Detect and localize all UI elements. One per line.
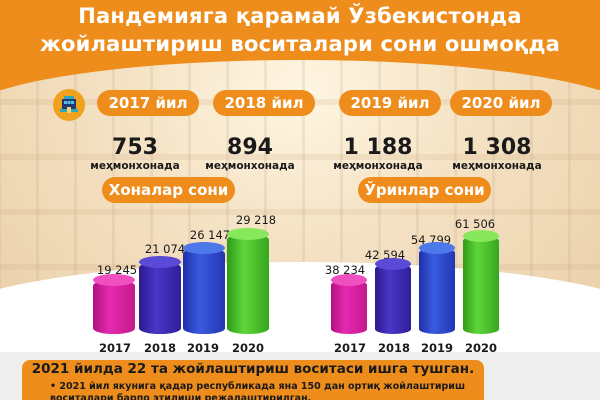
year-pill-2018: 2018 йил [213, 90, 315, 116]
year-pill-2019: 2019 йил [339, 90, 441, 116]
bar-2017 [331, 274, 367, 334]
bar-2017 [93, 274, 135, 334]
hotel-count-2018: 894 [227, 135, 273, 160]
x-label: 2018 [143, 341, 176, 355]
title-line-1: Пандемияга қарамай Ўзбекистонда [78, 4, 522, 28]
bar-2020 [227, 228, 269, 334]
footer-text: • 2021 йил якунига қадар республикада ян… [50, 381, 466, 400]
bar-value: 29 218 [235, 213, 277, 227]
hotel-unit-2020: меҳмонхонада [452, 160, 542, 172]
hotel-building-icon [53, 89, 85, 121]
x-label: 2020 [464, 341, 497, 355]
x-label: 2017 [98, 341, 131, 355]
x-label: 2018 [377, 341, 410, 355]
bar-2019 [183, 242, 225, 334]
bar-value: 19 245 [96, 263, 138, 277]
x-label: 2019 [186, 341, 219, 355]
hotel-unit-2019: меҳмонхонада [333, 160, 423, 172]
bar-2019 [419, 242, 455, 334]
bar-value: 21 074 [144, 242, 186, 256]
year-pill-2017: 2017 йил [97, 90, 199, 116]
x-label: 2017 [333, 341, 366, 355]
bar-value: 38 234 [324, 263, 366, 277]
bar-value: 26 147 [189, 228, 231, 242]
hotel-count-2019: 1 188 [343, 135, 413, 160]
x-label: 2019 [420, 341, 453, 355]
hotel-unit-2017: меҳмонхонада [90, 160, 180, 172]
year-pill-2020: 2020 йил [450, 90, 552, 116]
x-label: 2020 [231, 341, 264, 355]
bar-2018 [375, 258, 411, 334]
page-title: Пандемияга қарамай Ўзбекистонда жойлашти… [0, 2, 600, 58]
bar-value: 61 506 [454, 217, 496, 231]
rooms-chart-label: Хоналар сони [102, 177, 235, 203]
footer-banner [22, 360, 484, 400]
beds-chart-label: Ўринлар сони [358, 177, 491, 203]
bar-2018 [139, 256, 181, 334]
hotel-count-2017: 753 [112, 135, 158, 160]
hotel-count-2020: 1 308 [462, 135, 532, 160]
title-line-2: жойлаштириш воситалари сони ошмоқда [39, 32, 561, 56]
bar-2020 [463, 230, 499, 334]
footer-title: 2021 йилда 22 та жойлаштириш воситаси иш… [31, 361, 475, 377]
hotel-unit-2018: меҳмонхонада [205, 160, 295, 172]
